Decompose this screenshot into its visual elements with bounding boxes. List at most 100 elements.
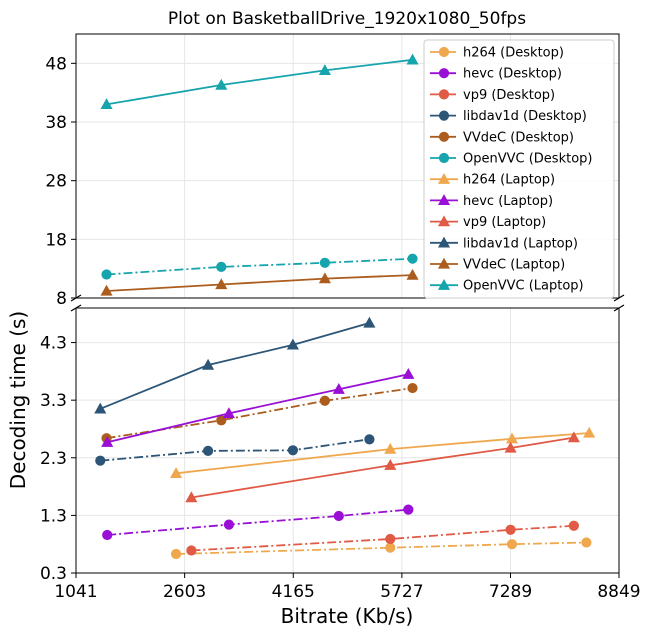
series-line	[107, 508, 409, 536]
legend-marker	[438, 68, 450, 79]
y-axis-label: Decoding time (s)	[6, 311, 30, 490]
series-line	[106, 373, 409, 444]
series-line	[191, 436, 575, 499]
data-point	[202, 358, 215, 370]
legend: h264 (Desktop) hevc (Desktop) vp9 (Desktop…	[423, 39, 615, 299]
data-point	[100, 284, 113, 296]
data-point	[403, 504, 414, 515]
data-point	[319, 257, 330, 268]
legend-label: hevc (Laptop)	[463, 194, 553, 209]
lower-panel: 0.3 1.3 2.3 3.3 4.3 1041 2603 4165 5727 7289 8849	[40, 304, 641, 602]
legend-label: h264 (Desktop)	[463, 46, 564, 61]
data-point	[185, 491, 198, 503]
data-point	[384, 442, 397, 454]
data-point	[364, 434, 375, 445]
data-point	[318, 64, 331, 76]
legend-item: hevc (Laptop)	[430, 194, 553, 209]
data-point	[170, 467, 183, 478]
series-openvvc-desktop	[101, 253, 418, 280]
legend-label: VVdeC (Desktop)	[463, 130, 574, 145]
series-line	[106, 274, 413, 292]
legend-label: OpenVVC (Laptop)	[463, 279, 584, 294]
lower-panel-y-ticks: 0.3 1.3 2.3 3.3 4.3	[40, 334, 76, 584]
data-point	[318, 272, 331, 284]
data-point	[385, 542, 396, 553]
upper-y-tick-label: 8	[56, 289, 67, 309]
series-libdav1d-laptop	[94, 316, 376, 414]
legend-marker	[438, 89, 450, 100]
legend-item: h264 (Laptop)	[430, 173, 555, 188]
lower-y-tick-label: 1.3	[40, 506, 67, 526]
data-point	[215, 78, 228, 90]
legend-item: OpenVVC (Desktop)	[430, 152, 592, 167]
data-point	[186, 545, 197, 556]
x-tick-label: 8849	[597, 582, 640, 602]
series-vp9-desktop	[186, 520, 579, 556]
data-point	[333, 510, 344, 522]
legend-item: hevc (Desktop)	[430, 67, 562, 82]
data-point	[505, 524, 516, 535]
x-axis-label: Bitrate (Kb/s)	[281, 604, 414, 628]
data-point	[385, 533, 396, 545]
legend-marker	[438, 152, 450, 164]
data-point	[216, 261, 227, 273]
data-point	[202, 445, 214, 456]
upper-y-tick-label: 48	[45, 54, 67, 74]
legend-frame	[423, 39, 615, 299]
series-line	[100, 438, 370, 462]
data-point	[406, 268, 419, 280]
series-line	[106, 257, 413, 276]
series-line	[106, 58, 413, 106]
data-point	[363, 316, 376, 328]
data-point	[504, 441, 517, 453]
x-tick-label: 2603	[163, 582, 206, 602]
data-point	[505, 432, 519, 444]
legend-item: libdav1d (Laptop)	[430, 236, 578, 251]
legend-label: h264 (Laptop)	[463, 173, 555, 188]
data-point	[94, 402, 107, 414]
legend-item: VVdeC (Desktop)	[430, 130, 574, 145]
data-point	[95, 455, 106, 466]
legend-marker	[438, 110, 450, 121]
x-tick-label: 5727	[380, 582, 423, 602]
lower-panel-frame	[75, 307, 620, 574]
upper-panel-y-ticks: 8 18 28 38 48	[45, 54, 76, 309]
upper-panel: 8 18 28 38 48	[45, 33, 625, 309]
data-point	[287, 445, 299, 456]
series-line	[191, 524, 574, 552]
legend-item: OpenVVC (Laptop)	[430, 279, 584, 294]
x-tick-label: 7289	[489, 582, 532, 602]
axis-break-upper	[70, 294, 625, 302]
series-h264-desktop	[170, 537, 592, 560]
data-point	[407, 382, 418, 394]
legend-item: vp9 (Laptop)	[430, 215, 546, 230]
series-hevc-desktop	[102, 504, 414, 541]
series-line	[99, 322, 370, 410]
legend-marker	[437, 257, 451, 269]
data-point	[384, 459, 397, 470]
legend-item: h264 (Desktop)	[430, 46, 564, 61]
data-point	[583, 426, 596, 438]
series-line	[176, 541, 587, 555]
data-point	[332, 382, 345, 394]
legend-item: libdav1d (Desktop)	[430, 109, 587, 124]
data-point	[506, 539, 518, 550]
data-point	[407, 253, 418, 264]
legend-item: VVdeC (Laptop)	[430, 258, 565, 273]
x-tick-label: 4165	[272, 582, 315, 602]
data-point	[101, 269, 112, 280]
data-point	[215, 278, 228, 290]
lower-y-tick-label: 0.3	[40, 564, 67, 584]
upper-panel-frame	[75, 33, 620, 299]
data-point	[100, 98, 113, 110]
legend-item: vp9 (Desktop)	[430, 88, 555, 103]
data-point	[581, 537, 592, 548]
series-libdav1d-desktop	[95, 434, 375, 466]
data-point	[568, 520, 579, 531]
series-vp9-laptop	[185, 431, 580, 503]
legend-marker	[438, 131, 450, 142]
data-point	[286, 338, 299, 350]
lower-y-tick-label: 2.3	[40, 449, 67, 469]
data-point	[101, 435, 114, 447]
